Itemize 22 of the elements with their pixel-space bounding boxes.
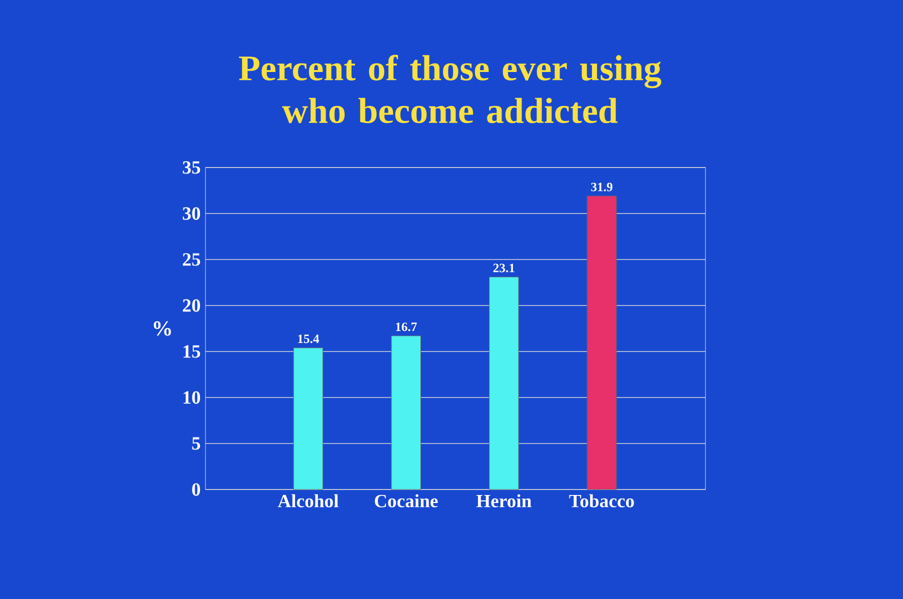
- x-tick-label: Tobacco: [569, 494, 634, 508]
- x-tick-label: Cocaine: [374, 494, 438, 508]
- data-label: 23.1: [493, 264, 514, 272]
- y-tick-label: 15: [184, 345, 200, 358]
- x-tick-label: Alcohol: [278, 494, 339, 508]
- y-axis-title: %: [154, 321, 171, 336]
- x-tick-label: Heroin: [476, 494, 532, 508]
- y-tick-label: 10: [184, 391, 200, 404]
- y-tick-label: 25: [182, 253, 200, 266]
- y-tick-label: 0: [192, 483, 200, 496]
- bar: [586, 196, 617, 490]
- bar: [293, 348, 324, 490]
- y-tick-label: 30: [182, 207, 200, 220]
- y-tick-label: 20: [182, 299, 200, 312]
- data-label: 15.4: [298, 334, 320, 344]
- bar: [391, 336, 422, 490]
- y-tick-label: 35: [182, 161, 200, 174]
- data-label: 31.9: [591, 182, 612, 192]
- y-tick-label: 5: [192, 437, 200, 450]
- data-label: 16.7: [396, 322, 417, 332]
- chart-title: Percent of those ever using who become addicted: [238, 54, 662, 124]
- bar: [488, 276, 519, 490]
